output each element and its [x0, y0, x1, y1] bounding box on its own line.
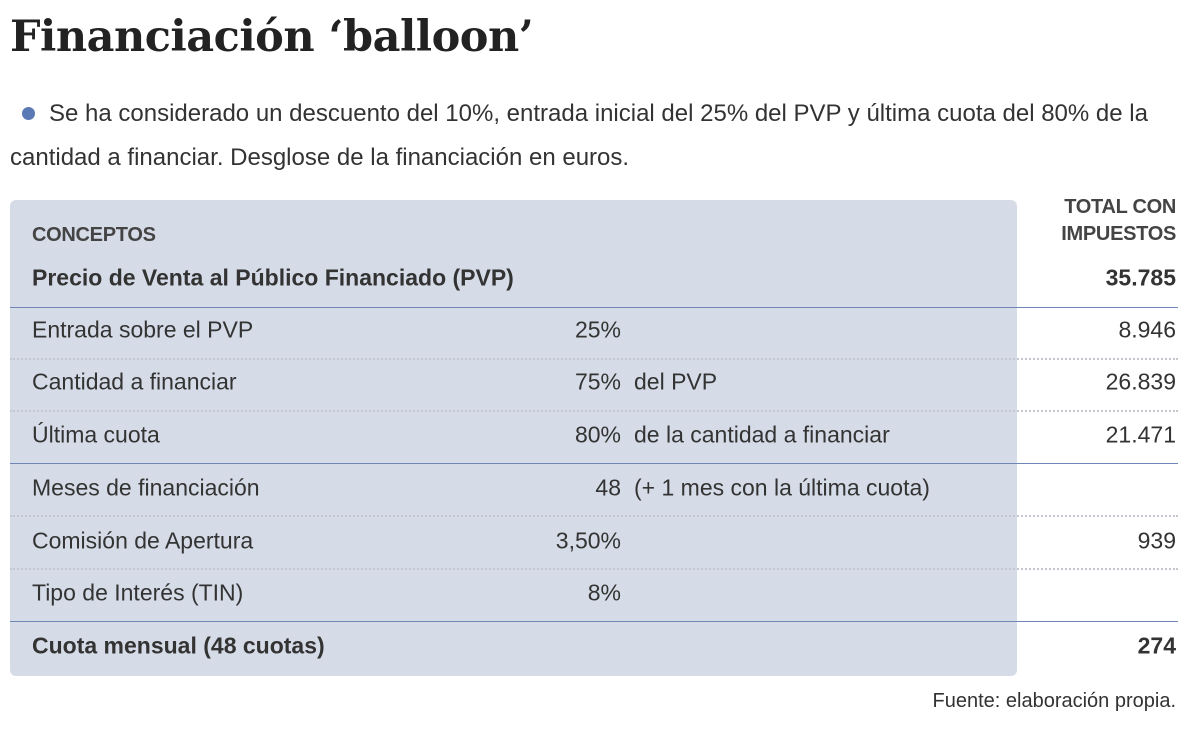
row-note: del PVP: [634, 368, 718, 395]
row-divider: [10, 621, 1178, 622]
row-total: 8.946: [1118, 316, 1176, 343]
subtitle-text: Se ha considerado un descuento del 10%, …: [10, 100, 1148, 171]
subtitle: Se ha considerado un descuento del 10%, …: [10, 92, 1190, 180]
table-row: Tipo de Interés (TIN) 8%: [10, 567, 1178, 619]
row-label: Comisión de Apertura: [32, 527, 254, 554]
row-total: 939: [1137, 527, 1176, 554]
row-label: Entrada sobre el PVP: [32, 316, 254, 343]
row-divider: [10, 463, 1178, 464]
row-value: 48: [595, 474, 621, 501]
row-total: 35.785: [1105, 264, 1176, 291]
table-row: Entrada sobre el PVP 25% 8.946: [10, 304, 1178, 356]
concepts-panel: [10, 200, 1017, 676]
table-row: Cuota mensual (48 cuotas) 274: [10, 620, 1178, 672]
row-total: 21.471: [1105, 421, 1176, 448]
row-label: Última cuota: [32, 421, 160, 448]
row-label: Cantidad a financiar: [32, 368, 237, 395]
page-title: Financiación ‘balloon’: [10, 12, 534, 62]
row-divider: [10, 568, 1178, 570]
header-concepts: CONCEPTOS: [32, 224, 156, 246]
row-note: de la cantidad a financiar: [634, 421, 890, 448]
row-value: 8%: [587, 579, 621, 606]
row-value: 3,50%: [555, 527, 621, 554]
row-note: (+ 1 mes con la última cuota): [634, 474, 930, 501]
header-total: TOTAL CON IMPUESTOS: [1036, 194, 1176, 248]
source-note: Fuente: elaboración propia.: [932, 690, 1177, 712]
row-total: 274: [1137, 632, 1176, 659]
row-value: 75%: [574, 368, 621, 395]
row-divider: [10, 515, 1178, 517]
row-label: Meses de financiación: [32, 474, 260, 501]
table-row: Cantidad a financiar 75% del PVP 26.839: [10, 356, 1178, 408]
row-divider: [10, 358, 1178, 360]
table-row: Última cuota 80% de la cantidad a financia…: [10, 409, 1178, 461]
table-row: Precio de Venta al Público Financiado (P…: [10, 252, 1178, 304]
row-divider: [10, 410, 1178, 412]
row-label: Precio de Venta al Público Financiado (P…: [32, 264, 514, 291]
bullet-icon: [22, 107, 35, 121]
row-divider: [10, 307, 1178, 308]
header-total-text: TOTAL CON IMPUESTOS: [1061, 196, 1176, 245]
row-label: Cuota mensual (48 cuotas): [32, 632, 325, 659]
row-total: 26.839: [1105, 368, 1176, 395]
row-label: Tipo de Interés (TIN): [32, 579, 244, 606]
table-row: Meses de financiación 48 (+ 1 mes con la ú…: [10, 462, 1178, 514]
row-value: 25%: [574, 316, 621, 343]
table-row: Comisión de Apertura 3,50% 939: [10, 515, 1178, 567]
row-value: 80%: [574, 421, 621, 448]
